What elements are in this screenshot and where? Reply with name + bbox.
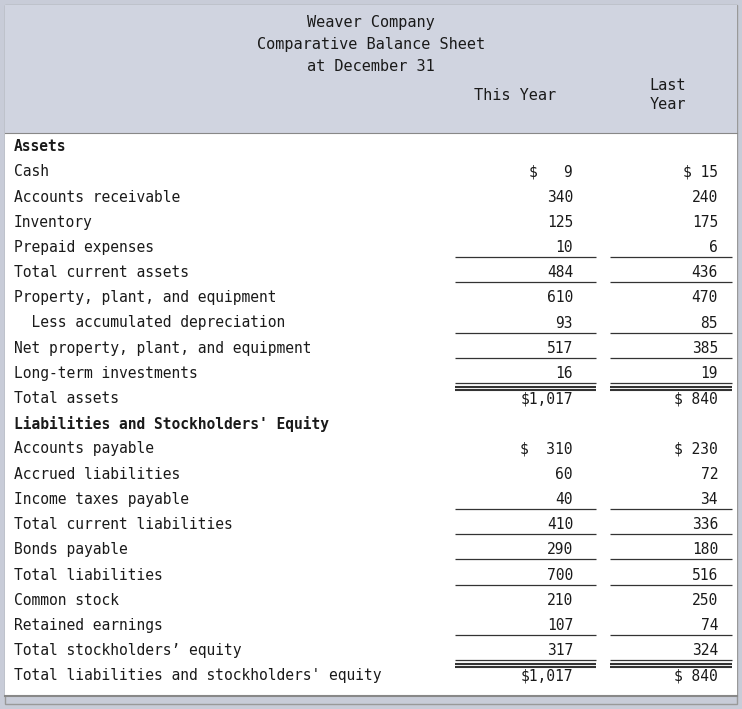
Text: 410: 410 [547,517,573,532]
Text: Last
Year: Last Year [650,77,686,113]
Text: 517: 517 [547,341,573,356]
Text: Comparative Balance Sheet: Comparative Balance Sheet [257,37,485,52]
Text: 340: 340 [547,189,573,204]
Text: 317: 317 [547,643,573,658]
Text: 16: 16 [556,366,573,381]
Text: $1,017: $1,017 [520,669,573,683]
Text: Accounts receivable: Accounts receivable [14,189,180,204]
Text: $ 840: $ 840 [674,391,718,406]
Text: Total stockholders’ equity: Total stockholders’ equity [14,643,241,658]
Text: 19: 19 [700,366,718,381]
Text: 60: 60 [556,467,573,481]
Text: 385: 385 [692,341,718,356]
Text: 93: 93 [556,316,573,330]
Text: Bonds payable: Bonds payable [14,542,128,557]
Text: Long-term investments: Long-term investments [14,366,198,381]
Text: 336: 336 [692,517,718,532]
Text: Weaver Company: Weaver Company [307,15,435,30]
Text: Accrued liabilities: Accrued liabilities [14,467,180,481]
Text: Less accumulated depreciation: Less accumulated depreciation [14,316,285,330]
Text: 290: 290 [547,542,573,557]
Text: 74: 74 [700,618,718,633]
Text: $ 15: $ 15 [683,164,718,179]
Text: 436: 436 [692,265,718,280]
Text: Net property, plant, and equipment: Net property, plant, and equipment [14,341,312,356]
Text: 6: 6 [709,240,718,255]
Text: Cash: Cash [14,164,49,179]
Text: 85: 85 [700,316,718,330]
Text: Property, plant, and equipment: Property, plant, and equipment [14,290,277,306]
Text: Income taxes payable: Income taxes payable [14,492,189,507]
Text: Common stock: Common stock [14,593,119,608]
Text: $ 230: $ 230 [674,442,718,457]
Text: 107: 107 [547,618,573,633]
Text: Total current liabilities: Total current liabilities [14,517,233,532]
Text: 484: 484 [547,265,573,280]
Text: 250: 250 [692,593,718,608]
Text: Prepaid expenses: Prepaid expenses [14,240,154,255]
Text: Total liabilities and stockholders' equity: Total liabilities and stockholders' equi… [14,669,381,683]
Text: 72: 72 [700,467,718,481]
Text: at December 31: at December 31 [307,59,435,74]
Text: 34: 34 [700,492,718,507]
Text: Liabilities and Stockholders' Equity: Liabilities and Stockholders' Equity [14,415,329,432]
Text: 210: 210 [547,593,573,608]
Text: Inventory: Inventory [14,215,93,230]
Text: 125: 125 [547,215,573,230]
Bar [5,133,737,696]
Bar [5,5,737,133]
Text: 516: 516 [692,567,718,583]
Text: $1,017: $1,017 [520,391,573,406]
Text: 470: 470 [692,290,718,306]
Text: Retained earnings: Retained earnings [14,618,162,633]
Text: Accounts payable: Accounts payable [14,442,154,457]
Text: This Year: This Year [474,87,556,103]
Text: 180: 180 [692,542,718,557]
Text: Total current assets: Total current assets [14,265,189,280]
Text: 610: 610 [547,290,573,306]
Text: $   9: $ 9 [529,164,573,179]
Text: $  310: $ 310 [520,442,573,457]
Text: 10: 10 [556,240,573,255]
Text: Total assets: Total assets [14,391,119,406]
Text: 40: 40 [556,492,573,507]
Text: Assets: Assets [14,139,67,154]
Text: 700: 700 [547,567,573,583]
Text: 324: 324 [692,643,718,658]
Text: 240: 240 [692,189,718,204]
Text: 175: 175 [692,215,718,230]
Text: Total liabilities: Total liabilities [14,567,162,583]
Text: $ 840: $ 840 [674,669,718,683]
